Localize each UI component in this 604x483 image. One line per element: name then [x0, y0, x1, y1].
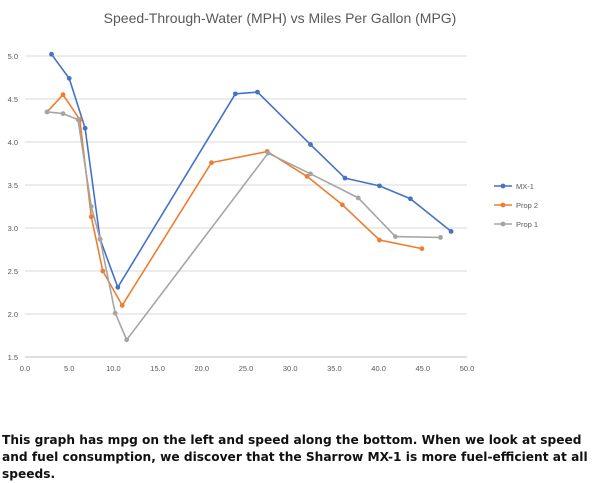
y-tick-label: 1.5 — [8, 353, 18, 362]
x-tick-label: 30.0 — [283, 364, 298, 373]
legend-swatch-marker — [500, 202, 506, 208]
legend-label: Prop 1 — [516, 220, 538, 229]
data-point — [82, 125, 88, 131]
data-point — [66, 75, 72, 81]
data-point — [112, 310, 118, 316]
data-point — [308, 171, 313, 177]
data-point — [124, 337, 130, 343]
series-line — [50, 53, 452, 289]
legend-item: MX-1 — [494, 182, 534, 191]
data-point — [304, 174, 310, 179]
data-point — [75, 117, 81, 123]
series-prop-2 — [44, 92, 425, 308]
chart-caption: This graph has mpg on the left and speed… — [2, 433, 588, 481]
data-point — [419, 246, 425, 252]
data-point — [342, 175, 348, 181]
series-mx-1 — [49, 51, 454, 290]
x-tick-label: 15.0 — [150, 364, 165, 373]
data-point — [49, 51, 54, 57]
line-chart: 1.5 2.0 2.5 3.0 3.5 4.0 4.5 5.0 0.0 5.0 10.0 15.0 2… — [8, 51, 538, 373]
data-point — [392, 234, 398, 240]
data-point — [88, 204, 94, 209]
legend-item: Prop 2 — [494, 201, 538, 210]
x-tick-label: 35.0 — [327, 364, 342, 373]
data-point — [44, 109, 50, 115]
data-point — [308, 142, 313, 147]
data-point — [265, 150, 271, 156]
data-point — [60, 92, 66, 98]
series-line — [46, 93, 423, 307]
legend-label: Prop 2 — [516, 201, 538, 210]
x-tick-label: 5.0 — [64, 364, 74, 373]
data-point — [255, 89, 260, 95]
data-point — [339, 202, 345, 208]
x-axis-ticks: 0.0 5.0 10.0 15.0 20.0 25.0 30.0 35.0 40.0 45.0 50… — [20, 364, 475, 373]
data-point — [209, 160, 214, 166]
data-point — [377, 237, 382, 243]
gridlines — [25, 55, 467, 315]
data-point — [115, 284, 121, 290]
x-tick-label: 40.0 — [371, 364, 386, 373]
legend: MX-1 Prop 2 Prop 1 — [494, 182, 538, 229]
legend-swatch-marker — [500, 221, 506, 227]
x-tick-label: 45.0 — [415, 364, 430, 373]
y-tick-label: 3.0 — [8, 224, 18, 233]
data-point — [232, 91, 238, 97]
data-point — [88, 214, 94, 220]
data-point — [448, 229, 454, 234]
data-point — [97, 236, 103, 242]
series-line — [47, 111, 441, 341]
chart-title: Speed-Through-Water (MPH) vs Miles Per G… — [103, 10, 457, 26]
x-tick-label: 0.0 — [20, 364, 30, 373]
data-point — [408, 196, 413, 202]
data-point — [377, 183, 382, 189]
y-tick-label: 5.0 — [8, 52, 18, 61]
data-point — [60, 111, 66, 117]
x-tick-label: 50.0 — [460, 364, 475, 373]
legend-label: MX-1 — [516, 182, 534, 191]
y-tick-label: 3.5 — [8, 181, 18, 190]
x-tick-label: 20.0 — [194, 364, 209, 373]
series-prop-1 — [44, 109, 443, 343]
data-point — [100, 268, 106, 274]
legend-swatch-marker — [500, 183, 506, 189]
data-point — [119, 303, 125, 308]
x-tick-label: 25.0 — [239, 364, 254, 373]
chart-area: Speed-Through-Water (MPH) vs Miles Per G… — [8, 10, 539, 373]
series-lines — [44, 51, 454, 343]
legend-item: Prop 1 — [494, 220, 538, 229]
x-tick-label: 10.0 — [106, 364, 121, 373]
data-point — [355, 195, 361, 201]
y-tick-label: 2.5 — [8, 267, 18, 276]
y-tick-label: 2.0 — [8, 310, 18, 319]
data-point — [438, 235, 443, 240]
y-tick-label: 4.0 — [8, 138, 18, 147]
y-tick-label: 4.5 — [8, 95, 18, 104]
y-axis-ticks: 1.5 2.0 2.5 3.0 3.5 4.0 4.5 5.0 — [8, 52, 18, 362]
